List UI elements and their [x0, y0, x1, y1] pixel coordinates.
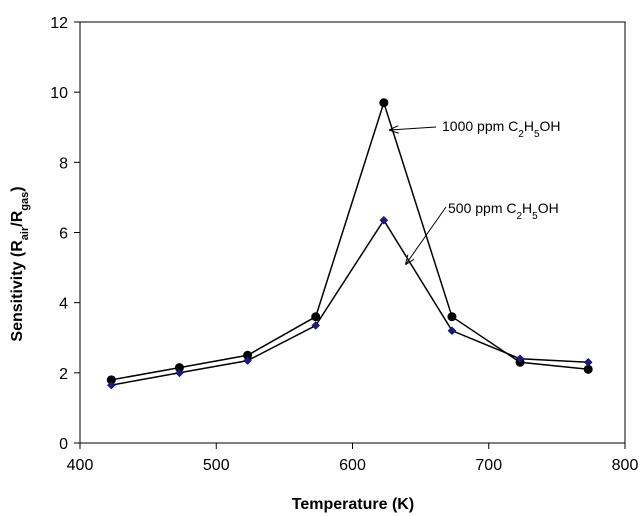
series-1 — [106, 98, 593, 385]
data-point — [243, 356, 252, 365]
data-point — [583, 357, 593, 367]
x-tick-label: 400 — [67, 457, 94, 474]
data-point — [583, 364, 593, 374]
annotation-arrow-1 — [390, 127, 437, 130]
y-tick-label: 8 — [59, 155, 68, 172]
y-axis: 0 2 4 6 8 10 12 — [50, 15, 80, 453]
y-tick-label: 4 — [59, 296, 68, 313]
x-axis: 400 500 600 700 800 — [67, 443, 639, 474]
annotation-subscript: 5 — [534, 129, 540, 140]
data-point — [447, 326, 457, 336]
y-axis-title: Sensitivity (Rair/Rgas) — [9, 186, 31, 341]
annotation-label-2: 500 ppm C2H5OH — [448, 200, 559, 222]
annotation-subscript: 2 — [516, 211, 522, 222]
annotation-text: OH — [538, 200, 559, 216]
data-point — [174, 363, 184, 373]
y-tick-label: 12 — [50, 15, 68, 32]
annotation-text: H — [524, 118, 534, 134]
series-line — [111, 100, 589, 381]
plot-border — [79, 21, 626, 444]
data-point — [311, 312, 321, 322]
y-title-sub-air: air — [19, 226, 31, 240]
data-point — [175, 368, 184, 378]
data-point — [379, 98, 389, 108]
data-point — [243, 350, 253, 360]
x-tick-label: 600 — [339, 457, 366, 474]
data-point — [311, 321, 321, 330]
y-title-sub-gas: gas — [19, 192, 31, 211]
y-tick-label: 0 — [59, 436, 68, 453]
x-tick-label: 500 — [203, 457, 230, 474]
annotation-text: 1000 ppm C — [442, 118, 518, 134]
y-tick-label: 2 — [59, 366, 68, 383]
data-point — [106, 375, 116, 385]
series-line — [111, 218, 589, 386]
data-point — [379, 215, 389, 225]
y-tick-label: 10 — [50, 85, 68, 102]
data-point — [447, 312, 457, 322]
y-title-mid: /R — [9, 210, 26, 226]
series-2 — [106, 215, 593, 390]
annotation-subscript: 5 — [532, 211, 538, 222]
annotation-subscript: 2 — [518, 129, 524, 140]
annotation-arrow-2 — [406, 206, 447, 264]
x-tick-label: 700 — [475, 457, 502, 474]
annotation-text: OH — [540, 118, 561, 134]
plot-area — [79, 21, 626, 444]
y-title-suffix: ) — [9, 186, 26, 191]
x-axis-title: Temperature (K) — [292, 496, 414, 513]
x-tick-label: 800 — [612, 457, 639, 474]
series-layer — [106, 98, 593, 390]
data-point — [515, 354, 525, 364]
y-tick-label: 6 — [59, 226, 68, 243]
y-title-prefix: Sensitivity (R — [9, 240, 26, 342]
data-point — [106, 380, 116, 390]
annotation-label-1: 1000 ppm C2H5OH — [442, 118, 561, 140]
annotation-text: 500 ppm C — [448, 200, 516, 216]
annotation-text: H — [522, 200, 532, 216]
